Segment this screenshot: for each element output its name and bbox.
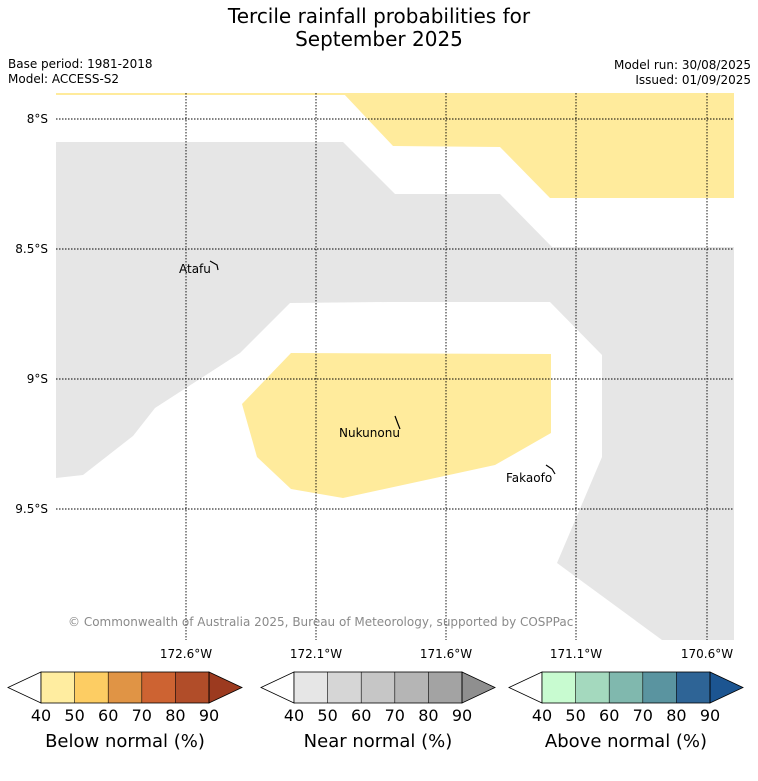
near-normal-swatch-70-80: [394, 672, 429, 703]
near-normal-tick-label: 80: [418, 706, 438, 725]
issued-text: Issued: 01/09/2025: [635, 73, 751, 87]
lon-label-172-1w: 172.1°W: [290, 647, 342, 661]
lon-label-172-6w: 172.6°W: [160, 647, 212, 661]
legend-near-normal: 40 50 60 70 80 90 Near normal (%): [260, 671, 496, 752]
legend-below-normal: 40 50 60 70 80 90 Below normal (%): [7, 671, 243, 752]
lat-label-8-5s: 8.5°S: [15, 242, 48, 256]
below-normal-swatch-60-70: [108, 672, 142, 703]
legend-above-normal: 40 50 60 70 80 90 Above normal (%): [508, 671, 744, 752]
title-line-1: Tercile rainfall probabilities for: [227, 4, 531, 28]
above-normal-tick-label: 80: [666, 706, 686, 725]
meta-left: Base period: 1981-2018 Model: ACCESS-S2: [8, 57, 153, 87]
below-normal-swatch-70-80: [141, 672, 176, 703]
above-normal-legend-title: Above normal (%): [545, 731, 707, 752]
near-normal-swatch-40-50: [294, 672, 328, 703]
below-normal-bar-outline: [40, 671, 210, 704]
above-normal-tick-label: 60: [599, 706, 619, 725]
nukunonu-atoll-shape: [394, 415, 401, 430]
above-normal-tick-label: 40: [532, 706, 552, 725]
town-label-fakaofo: Fakaofo: [506, 471, 552, 485]
below-normal-swatch-over-90: [208, 671, 243, 704]
meta-right: Model run: 30/08/2025 Issued: 01/09/2025: [614, 58, 751, 88]
near-normal-swatch-80-90: [428, 672, 462, 703]
lat-labels: 8°S 8.5°S 9°S 9.5°S: [15, 112, 48, 516]
town-label-nukunonu: Nukunonu: [339, 426, 400, 440]
atafu-atoll-shape: [209, 260, 219, 271]
below-normal-tick-label: 80: [165, 706, 185, 725]
near-normal-tick-label: 90: [452, 706, 472, 725]
below-normal-swatch-50-60: [74, 672, 109, 703]
title-line-2: September 2025: [295, 27, 463, 51]
lon-label-171-6w: 171.6°W: [420, 647, 472, 661]
below-normal-tick-label: 50: [64, 706, 84, 725]
above-normal-swatch-40-50: [542, 672, 576, 703]
near-normal-region: [56, 142, 734, 640]
below-normal-region-edge: [56, 93, 346, 95]
above-normal-swatch-60-70: [609, 672, 643, 703]
below-normal-region-central: [242, 353, 551, 498]
graticule: [56, 93, 734, 640]
copyright-notice: © Commonwealth of Australia 2025, Bureau…: [68, 615, 573, 629]
lon-labels: 172.6°W 172.1°W 171.6°W 171.1°W 170.6°W: [160, 647, 733, 661]
lat-label-9-5s: 9.5°S: [15, 502, 48, 516]
near-normal-bar-outline: [293, 671, 463, 704]
lon-label-170-6w: 170.6°W: [681, 647, 733, 661]
map-area: Atafu Nukunonu Fakaofo © Commonwealth of…: [56, 93, 734, 640]
near-normal-swatch-under-40: [260, 671, 295, 704]
below-normal-swatch-40-50: [41, 672, 75, 703]
above-normal-tick-label: 90: [700, 706, 720, 725]
above-normal-swatch-70-80: [642, 672, 677, 703]
above-normal-tick-label: 70: [633, 706, 653, 725]
model-text: Model: ACCESS-S2: [8, 72, 120, 86]
below-normal-tick-label: 70: [132, 706, 152, 725]
lat-label-9s: 9°S: [27, 372, 48, 386]
model-run-text: Model run: 30/08/2025: [613, 58, 751, 72]
below-normal-tick-label: 90: [199, 706, 219, 725]
below-normal-legend-title: Below normal (%): [45, 731, 205, 752]
below-normal-tick-label: 40: [31, 706, 51, 725]
near-normal-tick-label: 70: [385, 706, 405, 725]
near-normal-swatch-60-70: [361, 672, 395, 703]
lat-label-8s: 8°S: [27, 112, 48, 126]
above-normal-bar-outline: [541, 671, 711, 704]
below-normal-swatch-80-90: [175, 672, 209, 703]
above-normal-tick-label: 50: [565, 706, 585, 725]
above-normal-swatch-over-90: [709, 671, 744, 704]
near-normal-swatch-50-60: [327, 672, 362, 703]
atolls: [209, 260, 556, 475]
above-normal-swatch-under-40: [508, 671, 543, 704]
near-normal-tick-label: 40: [284, 706, 304, 725]
near-normal-tick-label: 50: [317, 706, 337, 725]
near-normal-swatch-over-90: [461, 671, 496, 704]
fakaofo-atoll-shape: [545, 464, 556, 475]
map-title: Tercile rainfall probabilities for Septe…: [0, 5, 758, 51]
lon-label-171-1w: 171.1°W: [550, 647, 602, 661]
above-normal-swatch-80-90: [676, 672, 710, 703]
base-period-text: Base period: 1981-2018: [8, 57, 153, 71]
near-normal-tick-label: 60: [351, 706, 371, 725]
town-label-atafu: Atafu: [179, 262, 211, 276]
below-normal-tick-label: 60: [98, 706, 118, 725]
above-normal-swatch-50-60: [575, 672, 610, 703]
near-normal-legend-title: Near normal (%): [304, 731, 453, 752]
below-normal-swatch-under-40: [7, 671, 42, 704]
